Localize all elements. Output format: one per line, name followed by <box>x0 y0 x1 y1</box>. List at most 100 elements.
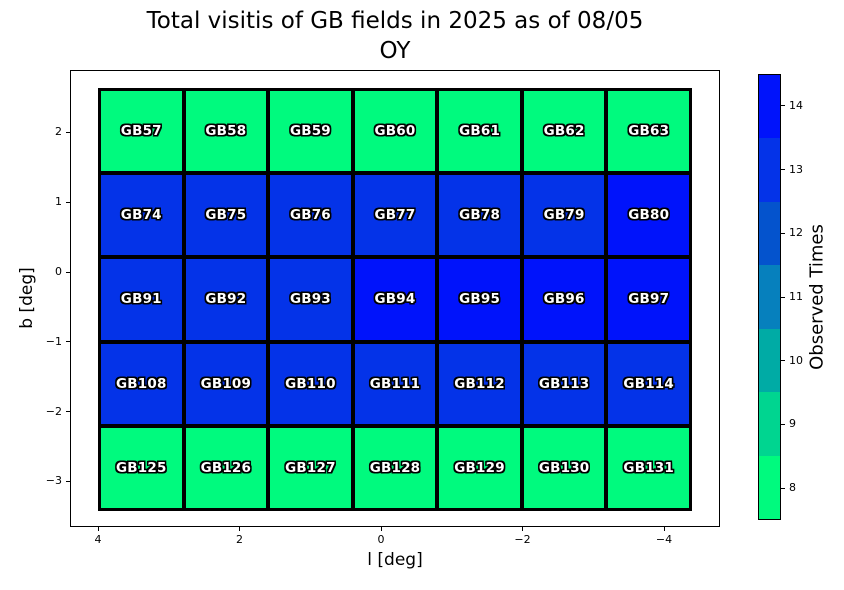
y-tick-label: 1 <box>55 195 62 209</box>
heatmap-cell-label: GB127 <box>285 459 336 476</box>
heatmap-cell-label: GB131 <box>623 459 674 476</box>
heatmap-cell-gb74: GB74 <box>99 173 184 258</box>
colorbar-segment-12 <box>759 201 780 266</box>
heatmap-cell-label: GB77 <box>374 207 416 224</box>
heatmap-cell-gb113: GB113 <box>521 341 607 426</box>
colorbar-segment-8 <box>759 455 780 519</box>
heatmap-cell-gb80: GB80 <box>606 173 691 258</box>
heatmap-cell-label: GB112 <box>454 375 505 392</box>
heatmap-cell-gb108: GB108 <box>99 341 184 426</box>
heatmap-cell-label: GB93 <box>289 291 331 308</box>
heatmap-cell-gb97: GB97 <box>606 257 691 342</box>
heatmap-cell-gb125: GB125 <box>99 425 184 510</box>
heatmap-cell-gb111: GB111 <box>352 341 438 426</box>
heatmap-cell-label: GB95 <box>459 291 501 308</box>
heatmap-cell-gb109: GB109 <box>183 341 269 426</box>
x-tick-mark <box>97 527 99 531</box>
x-tick-mark <box>380 527 382 531</box>
heatmap-cell-gb58: GB58 <box>183 89 269 174</box>
heatmap-cell-label: GB57 <box>120 123 162 140</box>
heatmap-cell-label: GB61 <box>459 123 501 140</box>
colorbar-tick-label: 9 <box>789 417 796 431</box>
colorbar-tick-mark <box>781 360 785 362</box>
heatmap-cell-label: GB60 <box>374 123 416 140</box>
colorbar <box>758 74 781 520</box>
heatmap-cell-gb127: GB127 <box>268 425 353 510</box>
heatmap-cell-gb126: GB126 <box>183 425 269 510</box>
y-tick-mark <box>66 131 70 133</box>
heatmap-cell-label: GB79 <box>543 207 585 224</box>
x-tick-label: −2 <box>514 533 531 546</box>
heatmap-cell-gb79: GB79 <box>521 173 607 258</box>
heatmap-cell-label: GB126 <box>200 459 252 476</box>
heatmap-cell-gb129: GB129 <box>437 425 522 510</box>
heatmap-cell-gb60: GB60 <box>352 89 438 174</box>
y-tick-label: −1 <box>45 334 62 348</box>
colorbar-tick-mark <box>781 423 785 425</box>
heatmap-cell-gb91: GB91 <box>99 257 184 342</box>
heatmap-cell-gb131: GB131 <box>606 425 691 510</box>
heatmap-cell-gb59: GB59 <box>268 89 353 174</box>
colorbar-tick-mark <box>781 105 785 107</box>
colorbar-tick-mark <box>781 169 785 171</box>
heatmap-cell-gb61: GB61 <box>437 89 522 174</box>
heatmap-cell-label: GB96 <box>543 291 585 308</box>
heatmap-cell-gb93: GB93 <box>268 257 353 342</box>
heatmap-cell-label: GB78 <box>459 207 501 224</box>
heatmap-cell-label: GB92 <box>205 291 247 308</box>
colorbar-segment-13 <box>759 138 780 202</box>
heatmap-cell-gb76: GB76 <box>268 173 353 258</box>
heatmap-cell-gb114: GB114 <box>606 341 691 426</box>
x-tick-label: 0 <box>377 533 385 546</box>
x-tick-label: −4 <box>655 533 673 546</box>
y-tick-mark <box>66 411 70 413</box>
heatmap-cell-gb96: GB96 <box>521 257 607 342</box>
colorbar-tick-label: 11 <box>789 290 803 303</box>
colorbar-segment-14 <box>759 75 780 139</box>
heatmap-cell-label: GB76 <box>289 207 331 224</box>
heatmap-cell-gb78: GB78 <box>437 173 522 258</box>
chart-title-line1: Total visitis of GB fields in 2025 as of… <box>146 8 644 34</box>
heatmap-cell-label: GB113 <box>538 375 590 392</box>
heatmap-cell-label: GB114 <box>623 375 674 392</box>
x-axis-label: l [deg] <box>367 550 423 570</box>
heatmap-cell-gb57: GB57 <box>99 89 184 174</box>
heatmap-cell-label: GB125 <box>116 459 167 476</box>
x-tick-mark <box>663 527 665 531</box>
heatmap-cell-label: GB63 <box>628 123 670 140</box>
heatmap-cell-gb63: GB63 <box>606 89 691 174</box>
heatmap-cell-gb112: GB112 <box>437 341 522 426</box>
colorbar-segment-10 <box>759 328 780 393</box>
heatmap-cell-gb62: GB62 <box>521 89 607 174</box>
y-tick-mark <box>66 480 70 482</box>
heatmap-cell-label: GB109 <box>200 375 252 392</box>
x-tick-label: 2 <box>236 533 243 546</box>
heatmap-cell-label: GB59 <box>289 123 331 140</box>
y-tick-label: 2 <box>55 125 62 139</box>
heatmap-cell-gb128: GB128 <box>352 425 438 510</box>
heatmap-cell-label: GB129 <box>454 459 505 476</box>
heatmap-cell-label: GB97 <box>628 291 670 308</box>
heatmap-cell-label: GB128 <box>369 459 421 476</box>
colorbar-tick-label: 14 <box>789 98 803 112</box>
heatmap-cell-gb94: GB94 <box>352 257 438 342</box>
y-tick-label: 0 <box>55 265 62 278</box>
heatmap-cell-gb92: GB92 <box>183 257 269 342</box>
colorbar-tick-label: 8 <box>789 481 796 495</box>
colorbar-tick-mark <box>781 232 785 234</box>
x-tick-label: 4 <box>94 533 102 546</box>
colorbar-segment-9 <box>759 392 780 456</box>
y-tick-mark <box>66 341 70 343</box>
heatmap-cell-gb75: GB75 <box>183 173 269 258</box>
heatmap-cell-label: GB130 <box>538 459 590 476</box>
heatmap-cell-gb95: GB95 <box>437 257 522 342</box>
x-tick-mark <box>239 527 240 531</box>
y-tick-mark <box>66 201 70 203</box>
heatmap-cell-label: GB74 <box>120 207 162 224</box>
heatmap-cell-label: GB80 <box>628 207 670 224</box>
colorbar-tick-mark <box>781 487 785 489</box>
chart-title-line2: OY <box>379 38 411 64</box>
colorbar-tick-label: 10 <box>789 353 803 367</box>
colorbar-tick-label: 12 <box>789 226 803 240</box>
